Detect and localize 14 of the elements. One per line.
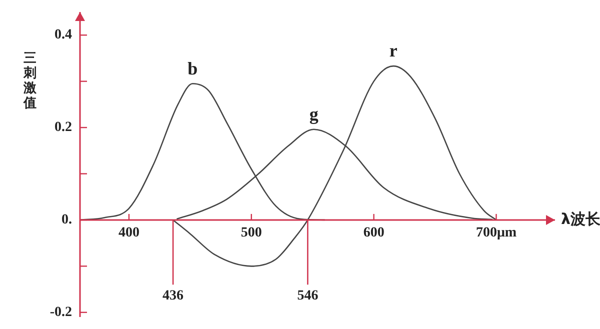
y-tick-label: 0.4	[54, 28, 72, 43]
x-tick-label: 600	[363, 226, 384, 241]
x-tick-label: 500	[240, 226, 262, 241]
series-label: g	[309, 104, 318, 124]
series-label: b	[188, 58, 198, 78]
ref-line-label: 436	[162, 288, 184, 304]
y-tick-label: 0.	[62, 212, 72, 228]
ref-line-label: 546	[297, 288, 318, 304]
y-axis-title: 三刺激值	[22, 51, 38, 112]
y-tick-label: -0.2	[50, 304, 72, 320]
y-tick-label: 0.2	[54, 120, 72, 136]
x-tick-label: 700μm	[476, 226, 517, 241]
series-label: r	[389, 40, 398, 61]
x-tick-label: 400	[118, 226, 140, 241]
